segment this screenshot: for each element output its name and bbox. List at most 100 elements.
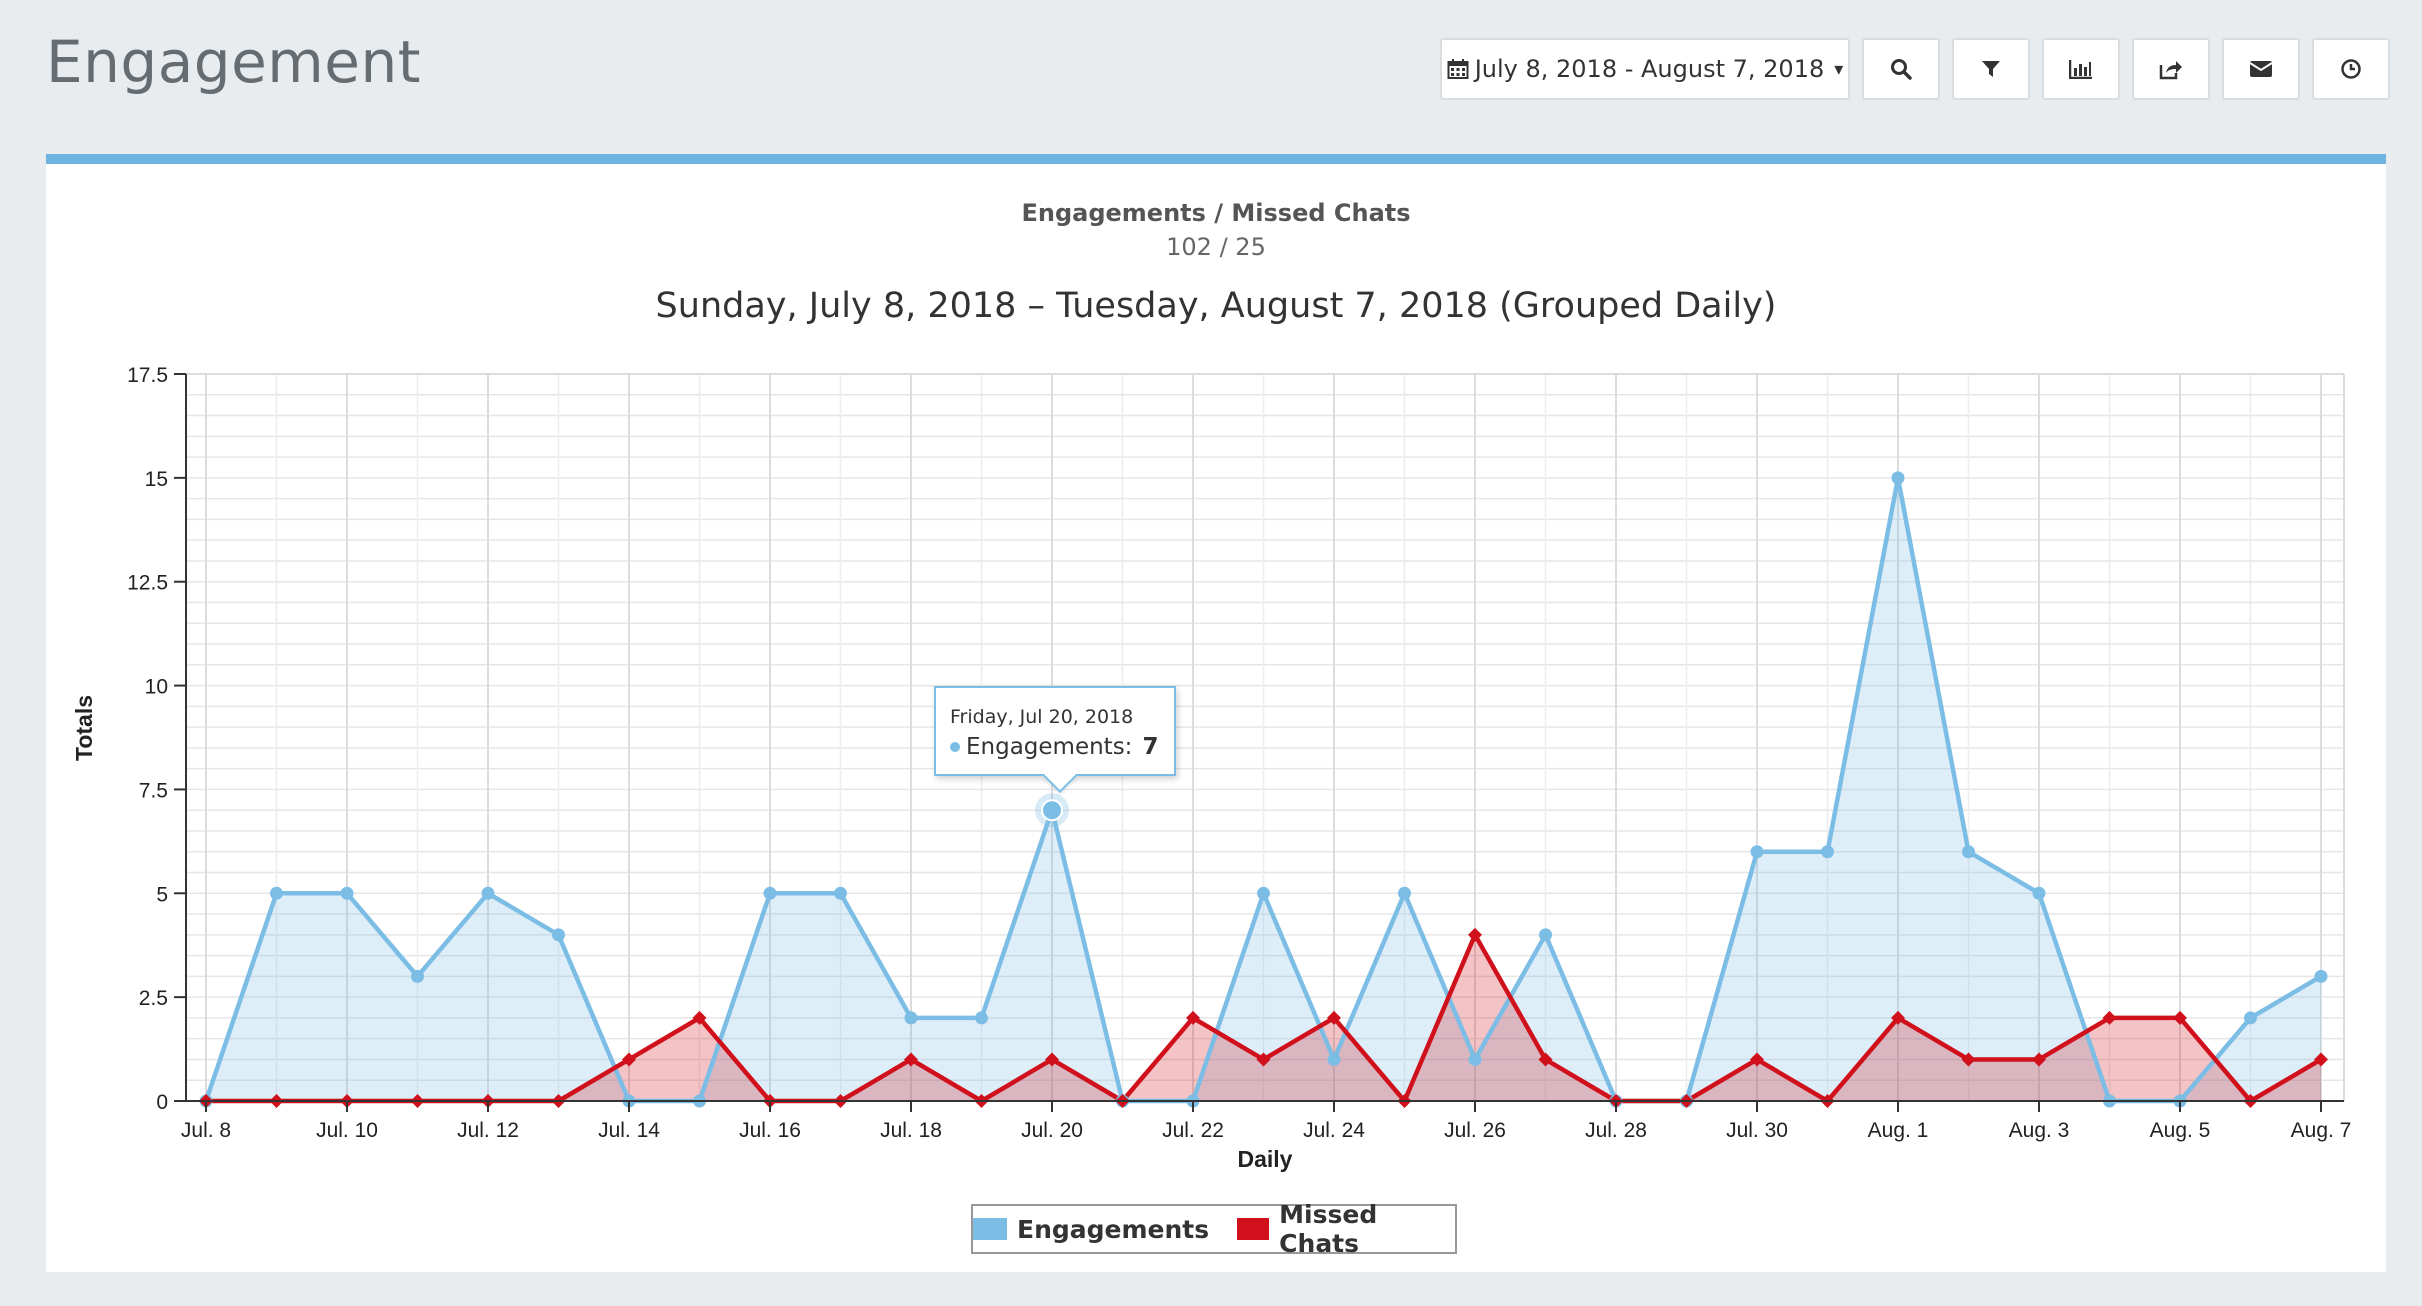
email-button[interactable] [2222,38,2300,100]
summary-value: 102 / 25 [1166,233,1266,261]
y-tick-label: 12.5 [127,572,168,595]
point-missed-chats [1468,927,1482,942]
point-engagements [1468,1052,1482,1066]
search-button[interactable] [1862,38,1940,100]
history-button[interactable] [2312,38,2390,100]
legend-item-missed-chats[interactable]: Missed Chats [1237,1200,1455,1258]
legend-swatch-engagements [973,1218,1007,1240]
y-tick-label: 7.5 [139,779,168,802]
area-engagements [206,477,2321,1101]
x-tick-label: Aug. 7 [2291,1119,2352,1142]
point-engagements [1539,928,1552,942]
highlighted-point [1041,799,1063,822]
x-tick-label: Jul. 30 [1726,1119,1788,1142]
point-engagements [1327,1052,1341,1066]
point-engagements [975,1011,988,1025]
x-tick-label: Jul. 8 [181,1119,231,1142]
point-engagements [1257,886,1270,900]
legend-label-missed-chats: Missed Chats [1279,1200,1378,1258]
y-tick-label: 0 [156,1091,168,1114]
point-engagements [2314,969,2328,983]
x-tick-label: Jul. 24 [1303,1119,1365,1142]
x-tick-label: Jul. 18 [880,1119,942,1142]
point-engagements [2032,886,2046,900]
caret-down-icon: ▾ [1834,58,1844,80]
y-tick-label: 5 [156,883,168,906]
legend-label-engagements: Engagements [1017,1214,1210,1244]
share-button[interactable] [2132,38,2210,100]
point-missed-chats [2102,1010,2117,1025]
point-missed-chats [1538,1052,1553,1067]
x-tick-label: Jul. 10 [316,1119,378,1142]
point-missed-chats [1186,1010,1200,1025]
point-engagements [2244,1011,2257,1025]
point-engagements [763,886,777,900]
tooltip-series-dot [950,742,960,752]
point-missed-chats [622,1052,636,1067]
point-missed-chats [1891,1010,1905,1025]
legend-swatch-missed-chats [1237,1218,1270,1240]
x-axis-label: Daily [1238,1146,1293,1172]
point-engagements [1750,845,1764,859]
x-tick-label: Jul. 28 [1585,1119,1647,1142]
point-engagements [904,1011,918,1025]
bar-chart-icon [2069,60,2092,79]
filter-button[interactable] [1952,38,2030,100]
point-missed-chats [2173,1010,2187,1025]
point-engagements [834,886,847,900]
envelope-icon [2249,61,2273,77]
date-range-picker[interactable]: July 8, 2018 - August 7, 2018 ▾ [1440,38,1850,100]
legend: Engagements Missed Chats [971,1200,1457,1258]
x-tick-label: Aug. 3 [2009,1119,2070,1142]
chart-panel: Engagements / Missed Chats 102 / 25 Sund… [46,154,2386,1272]
filter-icon [1982,61,2000,77]
point-missed-chats [904,1052,918,1067]
engagement-chart: Engagements / Missed Chats 102 / 25 Sund… [71,199,2351,1172]
x-tick-label: Jul. 14 [598,1119,660,1142]
point-engagements [481,886,495,900]
point-engagements [1962,845,1975,859]
x-tick-label: Jul. 16 [739,1119,801,1142]
point-missed-chats [1256,1052,1271,1067]
tooltip-date: Friday, Jul 20, 2018 [950,706,1134,728]
point-engagements [1821,845,1834,859]
chart-title: Sunday, July 8, 2018 – Tuesday, August 7… [656,286,1777,326]
x-tick-label: Aug. 1 [1868,1119,1929,1142]
y-tick-label: 17.5 [127,364,168,387]
page-title: Engagement [46,28,421,96]
x-tick-label: Jul. 20 [1021,1119,1083,1142]
point-missed-chats [1961,1052,1976,1067]
point-engagements [270,886,283,900]
point-missed-chats [1327,1010,1341,1025]
share-icon [2159,61,2182,80]
point-missed-chats [2314,1052,2328,1067]
chart-button[interactable] [2042,38,2120,100]
toolbar: July 8, 2018 - August 7, 2018 ▾ [1440,38,2390,100]
point-engagements [1398,886,1411,900]
point-engagements [411,969,424,983]
x-tick-label: Jul. 26 [1444,1119,1506,1142]
point-engagements [1891,471,1905,485]
point-engagements [552,928,565,942]
calendar-icon [1447,59,1469,79]
point-missed-chats [2032,1052,2046,1067]
y-tick-label: 10 [145,676,168,699]
tooltip-series: Engagements: [966,734,1133,760]
legend-item-engagements[interactable]: Engagements [973,1215,1209,1244]
x-tick-label: Jul. 22 [1162,1119,1224,1142]
point-missed-chats [692,1010,707,1025]
axes: 0 2.5 5 7.5 10 12.5 15 17.5 Jul. 8 Jul. 10 Jul. 12… [127,364,2351,1142]
date-range-label: July 8, 2018 - August 7, 2018 [1474,55,1825,83]
clock-icon [2341,59,2361,79]
summary-label: Engagements / Missed Chats [1021,199,1410,227]
y-axis-label: Totals [71,695,97,761]
y-tick-label: 15 [145,468,168,491]
data-tooltip: Friday, Jul 20, 2018 Engagements: 7 [934,686,1176,776]
x-tick-label: Aug. 5 [2150,1119,2211,1142]
tooltip-value: 7 [1142,734,1159,760]
point-missed-chats [1750,1052,1764,1067]
search-icon [1891,59,1912,80]
x-tick-label: Jul. 12 [457,1119,519,1142]
point-missed-chats [1045,1052,1059,1067]
point-engagements [340,886,354,900]
